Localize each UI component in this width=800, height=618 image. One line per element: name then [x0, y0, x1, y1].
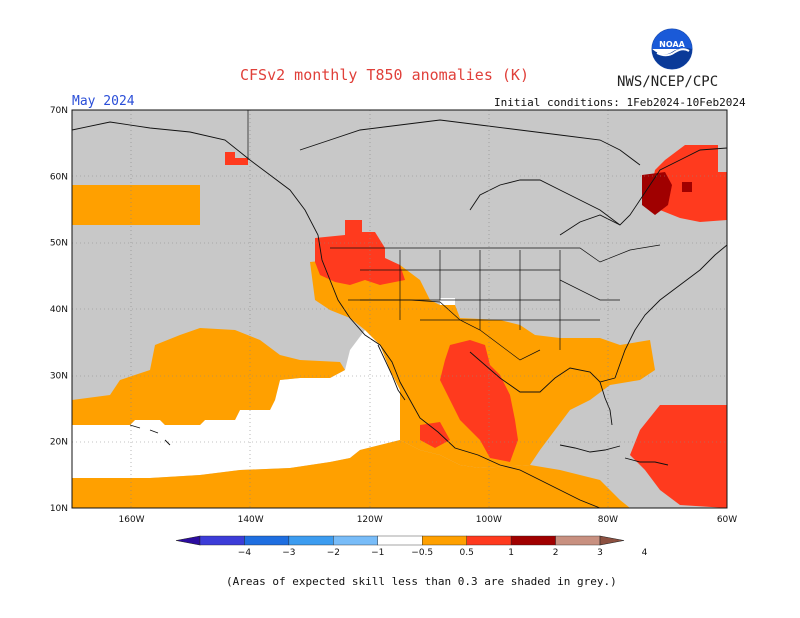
colorbar-label: 0.5 [460, 548, 474, 558]
colorbar-segment [333, 535, 378, 546]
agency-label: NWS/NCEP/CPC [617, 74, 719, 90]
latitude-labels: 70N 60N 50N 40N 30N 20N 10N [50, 106, 68, 514]
lon-label: 160W [119, 515, 145, 525]
warm-anomaly-2-3 [642, 172, 692, 215]
colorbar-segment [466, 535, 512, 546]
colorbar-max-arrow [599, 535, 625, 546]
lat-label: 30N [50, 371, 68, 381]
colorbar-label: −0.5 [411, 548, 433, 558]
colorbar-segment [244, 535, 290, 546]
colorbar-legend: −4 −3 −2 −1 −0.5 0.5 1 2 3 4 [175, 535, 648, 558]
colorbar-segment [510, 535, 556, 546]
lon-label: 60W [717, 515, 737, 525]
colorbar-label: 1 [508, 548, 514, 558]
colorbar-min-arrow [175, 535, 201, 546]
lon-label: 80W [598, 515, 618, 525]
noaa-logo-text: NOAA [659, 40, 685, 49]
lat-label: 40N [50, 305, 68, 315]
colorbar-label: −4 [238, 548, 252, 558]
colorbar-label: −3 [282, 548, 295, 558]
colorbar-label: −1 [371, 548, 384, 558]
colorbar-segment [555, 535, 601, 546]
colorbar-segment [422, 535, 467, 546]
political-borders [247, 110, 661, 361]
lat-label: 10N [50, 504, 68, 514]
colorbar-segment [377, 535, 423, 546]
lat-label: 20N [50, 438, 68, 448]
colorbar-label: −2 [327, 548, 340, 558]
map-title: CFSv2 monthly T850 anomalies (K) [240, 66, 529, 84]
longitude-labels: 160W 140W 120W 100W 80W 60W [119, 515, 738, 525]
map-frame [71, 109, 728, 509]
lon-label: 100W [476, 515, 502, 525]
noaa-logo-icon: NOAA [651, 28, 693, 70]
lon-label: 120W [357, 515, 383, 525]
colorbar-label: 2 [553, 548, 559, 558]
coastlines [72, 119, 727, 508]
colorbar-segment [199, 535, 245, 546]
initial-conditions-label: Initial conditions: 1Feb2024-10Feb2024 [494, 96, 746, 109]
colorbar-label: 4 [642, 548, 648, 558]
colorbar-label: 3 [597, 548, 603, 558]
colorbar-segment [288, 535, 334, 546]
lat-label: 70N [50, 106, 68, 116]
lon-label: 140W [238, 515, 264, 525]
lat-label: 60N [50, 172, 68, 182]
lat-label: 50N [50, 239, 68, 249]
skill-footnote: (Areas of expected skill less than 0.3 a… [226, 575, 617, 588]
valid-month-label: May 2024 [72, 94, 135, 109]
